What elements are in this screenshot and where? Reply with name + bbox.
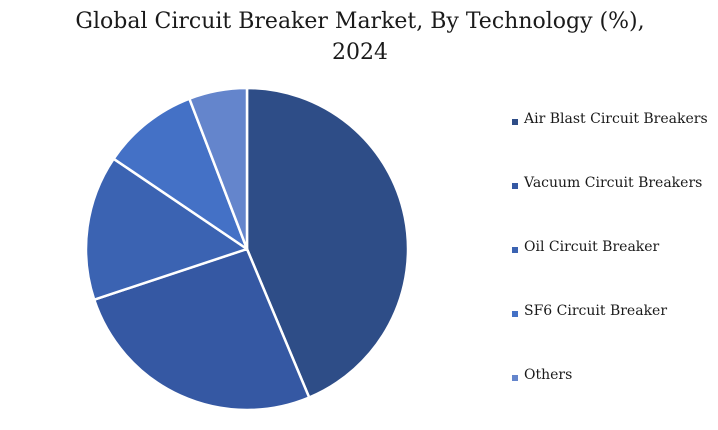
chart-title: Global Circuit Breaker Market, By Techno… [40, 6, 680, 68]
pie-slice-others [188, 86, 249, 251]
pie-slice-sf6-circuit-breaker [112, 97, 249, 251]
legend-swatch [512, 375, 518, 381]
legend-label: Others [524, 367, 573, 383]
pie-slice-oil-circuit-breaker [84, 157, 249, 301]
legend-swatch [512, 183, 518, 189]
legend-swatch [512, 247, 518, 253]
legend-label: Vacuum Circuit Breakers [524, 175, 703, 191]
pie-slice-air-blast-circuit-breakers [245, 86, 410, 399]
pie-slice-vacuum-circuit-breakers [92, 247, 311, 412]
chart-title-line-1: Global Circuit Breaker Market, By Techno… [75, 9, 645, 34]
legend-swatch [512, 311, 518, 317]
pie-slices [84, 86, 410, 412]
chart-title-line-2: 2024 [332, 40, 388, 65]
legend-label: Air Blast Circuit Breakers [524, 111, 708, 127]
legend-label: Oil Circuit Breaker [524, 239, 660, 255]
legend-swatch [512, 119, 518, 125]
legend-label: SF6 Circuit Breaker [524, 303, 668, 319]
